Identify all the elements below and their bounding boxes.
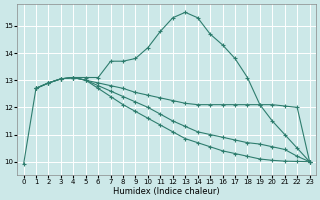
X-axis label: Humidex (Indice chaleur): Humidex (Indice chaleur) — [113, 187, 220, 196]
